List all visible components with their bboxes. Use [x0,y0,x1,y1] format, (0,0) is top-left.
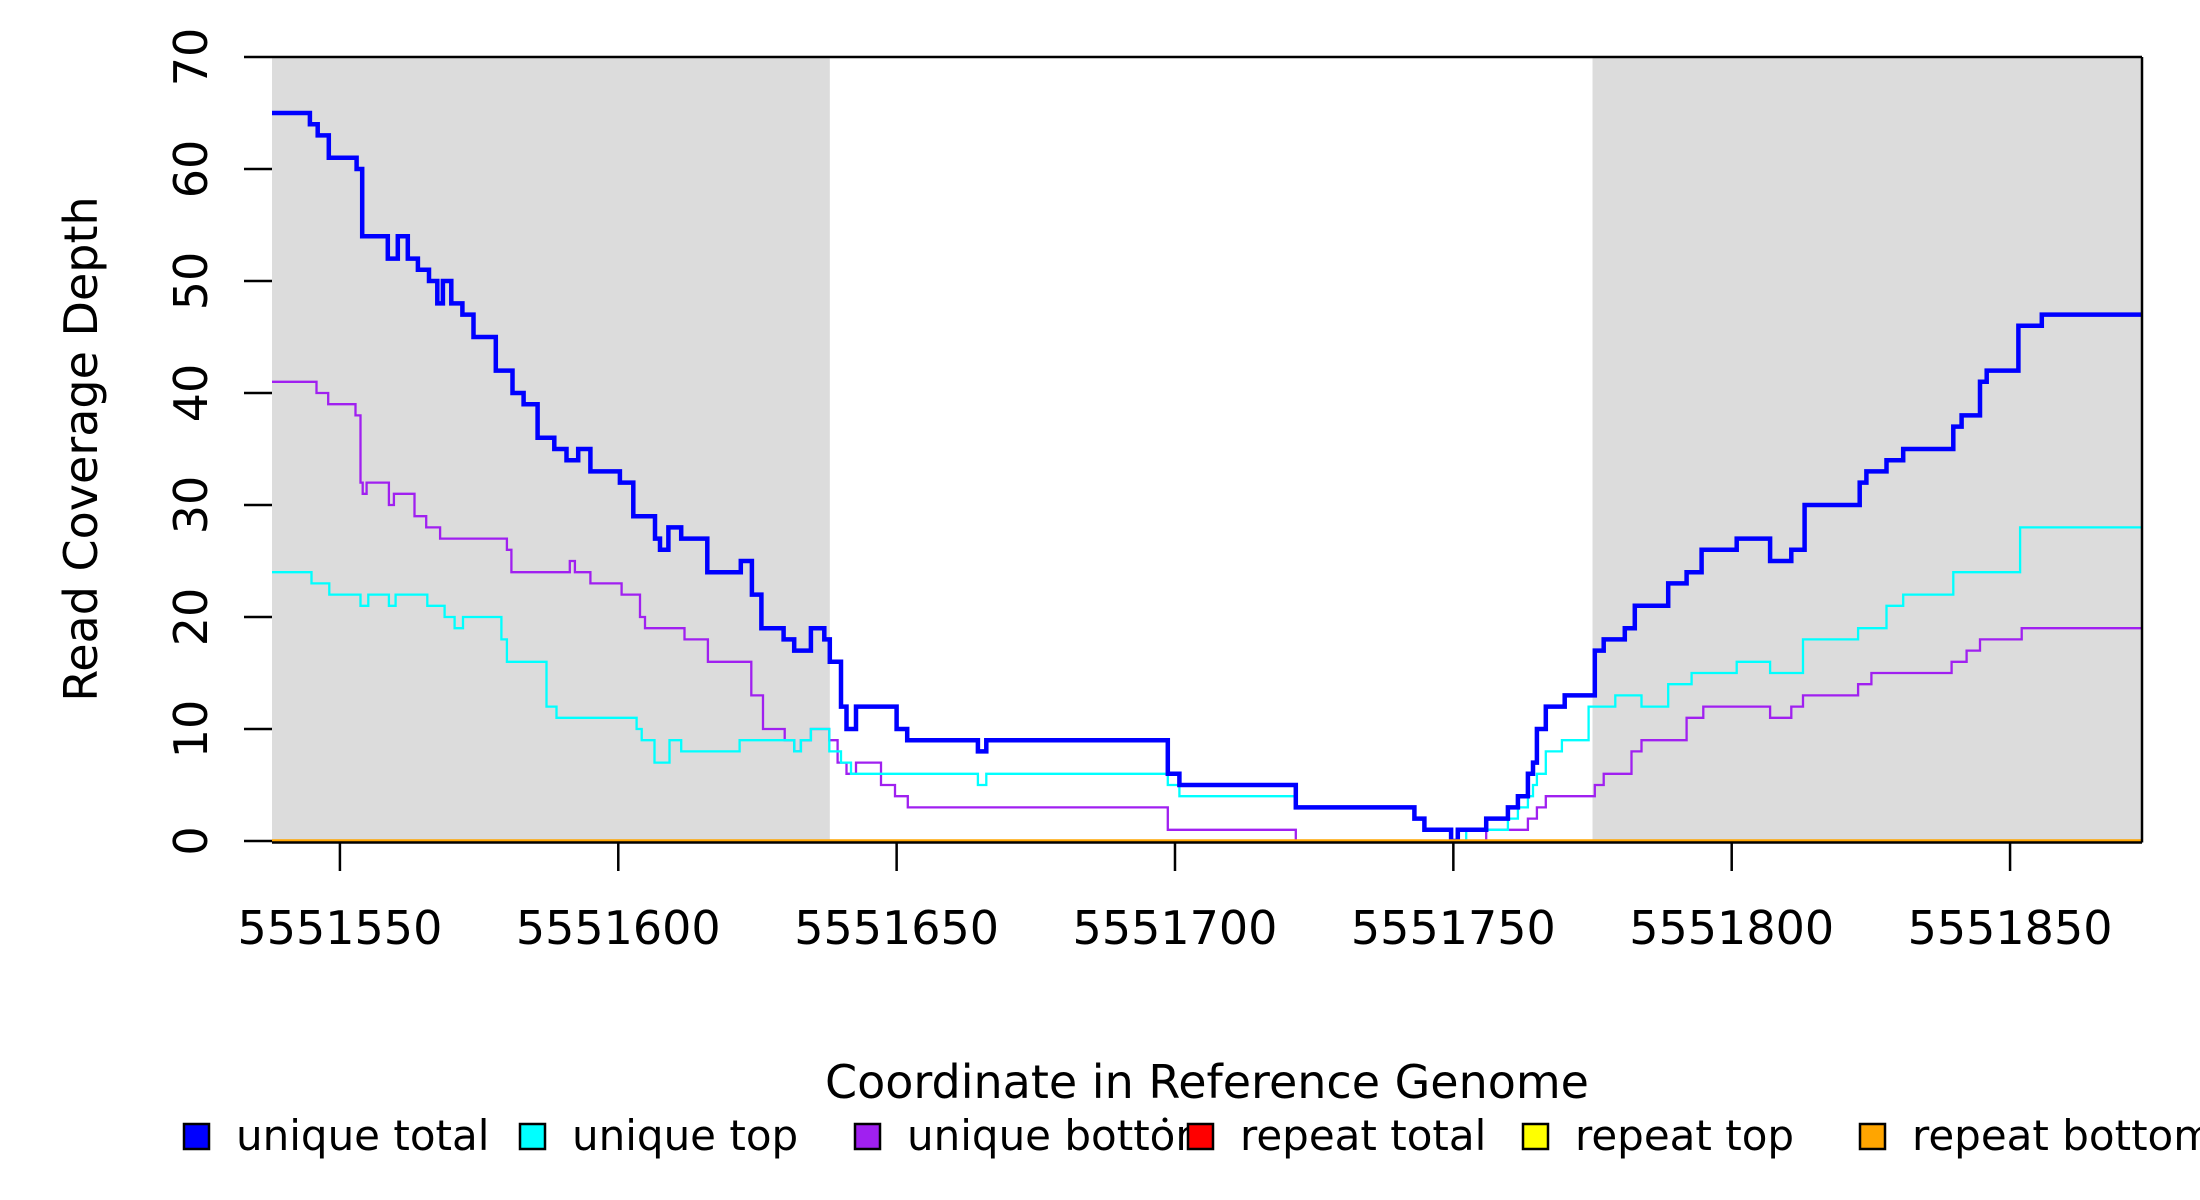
y-tick-label: 30 [164,476,218,535]
y-tick-label: 10 [164,700,218,759]
legend-label: repeat bottom [1912,1111,2200,1160]
x-tick-label: 5551600 [516,901,721,955]
x-tick-label: 5551850 [1908,901,2113,955]
legend-swatch-unique-total [182,1122,211,1151]
legend-swatch-unique-bottom [853,1122,882,1151]
x-tick-label: 5551800 [1629,901,1834,955]
x-tick-label: 5551700 [1073,901,1278,955]
repeat-region-right [1592,58,2142,841]
series-line-unique-top [272,526,2142,843]
series-lines [272,110,2142,844]
legend-swatch-unique-top [518,1122,547,1151]
legend-label: repeat total [1240,1111,1486,1160]
y-tick-label: 50 [164,252,218,311]
legend-label: unique top [572,1111,798,1160]
legend-swatch-repeat-total [1186,1122,1215,1151]
x-tick-label: 5551650 [794,901,999,955]
repeat-region-left [272,58,830,841]
legend-item-repeat-top: repeat top [1521,1111,1794,1160]
x-axis-title: Coordinate in Reference Genome [825,1055,1589,1109]
y-tick-label: 20 [164,588,218,647]
legend-label: repeat top [1575,1111,1794,1160]
y-tick-label: 60 [164,140,218,199]
legend-swatch-repeat-bottom [1858,1122,1887,1151]
series-line-unique-total [272,110,2142,844]
legend-item-unique-bottom: unique bottom [853,1111,1216,1160]
legend: unique total unique top unique bottom repea… [182,1111,2200,1160]
y-axis-title: Read Coverage Depth [54,196,108,701]
x-tick-label: 5551550 [237,901,442,955]
shaded-repeat-regions [272,58,2142,841]
legend-label: unique total [236,1111,489,1160]
legend-item-repeat-bottom: repeat bottom [1858,1111,2200,1160]
stray-dot [1162,1117,1168,1123]
x-tick-label: 5551750 [1351,901,1556,955]
plot-frame [272,55,2144,844]
y-axis: 0 10 20 30 40 50 60 70 [164,28,272,856]
x-axis: 5551550 5551600 5551650 5551700 5551750 55518… [237,843,2112,955]
legend-item-repeat-total: repeat total [1186,1111,1486,1160]
legend-swatch-repeat-top [1521,1122,1550,1151]
legend-label: unique bottom [907,1111,1216,1160]
y-tick-label: 40 [164,364,218,423]
y-tick-label: 70 [164,28,218,87]
legend-item-unique-top: unique top [518,1111,798,1160]
y-tick-label: 0 [164,826,218,855]
legend-item-unique-total: unique total [182,1111,489,1160]
